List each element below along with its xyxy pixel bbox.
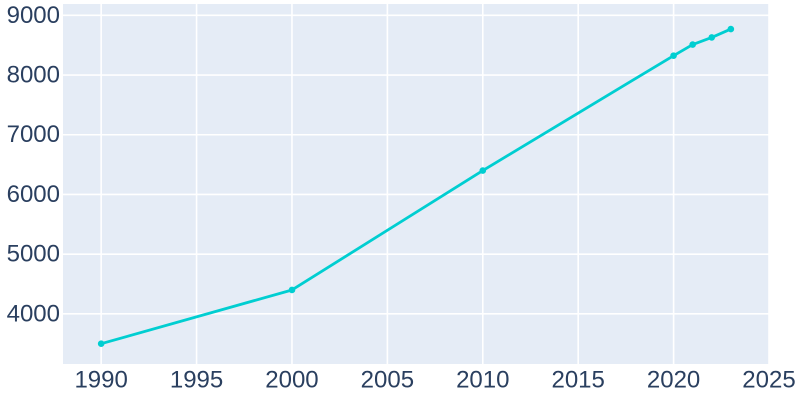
x-tick-label: 1990 xyxy=(74,367,127,394)
y-tick-label: 4000 xyxy=(7,300,60,327)
y-tick-label: 7000 xyxy=(7,121,60,148)
x-tick-label: 2010 xyxy=(456,367,509,394)
plot-area xyxy=(63,4,769,364)
y-tick-label: 5000 xyxy=(7,241,60,268)
data-point-2010[interactable] xyxy=(479,167,487,174)
data-point-2020[interactable] xyxy=(670,52,677,59)
x-tick-label: 2025 xyxy=(742,367,795,394)
data-point-2021[interactable] xyxy=(689,41,696,48)
x-tick-label: 2015 xyxy=(551,367,604,394)
y-tick-label: 9000 xyxy=(7,2,60,29)
data-point-2000[interactable] xyxy=(288,286,296,294)
x-tick-label: 2020 xyxy=(647,367,700,394)
x-tick-label: 2000 xyxy=(265,367,318,394)
data-point-1990[interactable] xyxy=(97,340,105,348)
y-tick-label: 8000 xyxy=(7,62,60,89)
y-tick-label: 6000 xyxy=(7,181,60,208)
x-tick-label: 2005 xyxy=(361,367,414,394)
x-tick-label: 1995 xyxy=(170,367,223,394)
data-point-2022[interactable] xyxy=(708,34,716,41)
data-point-2023[interactable] xyxy=(727,25,735,33)
